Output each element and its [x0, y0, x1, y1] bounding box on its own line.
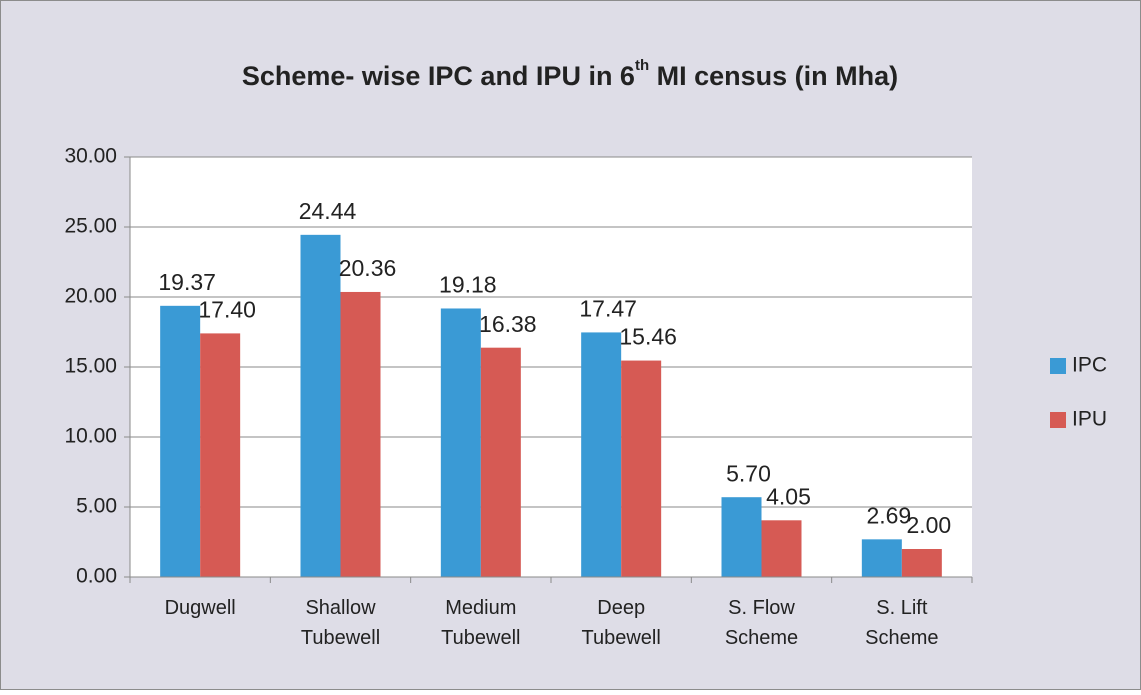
bar	[901, 549, 942, 577]
y-tick-label: 0.00	[76, 565, 117, 588]
x-tick-label: Deep Tubewell	[582, 597, 661, 649]
bar	[581, 332, 622, 577]
x-tick-label-line: S. Lift	[876, 597, 928, 619]
x-tick-label: Medium Tubewell	[441, 597, 520, 649]
x-tick-label-line: Deep	[597, 597, 645, 619]
data-label: 20.36	[339, 255, 397, 281]
data-label: 4.05	[766, 483, 811, 509]
bar	[300, 234, 341, 577]
data-label: 17.47	[579, 295, 637, 321]
data-label: 19.37	[158, 269, 216, 295]
x-tick-label: Shallow Tubewell	[301, 597, 380, 649]
x-tick-label: Dugwell	[165, 597, 236, 619]
data-label: 19.18	[439, 272, 497, 298]
x-tick-label-line: S. Flow	[728, 597, 795, 619]
x-tick-label-line: Tubewell	[441, 627, 520, 649]
x-tick-label-line: Medium	[445, 597, 516, 619]
x-tick-label-line: Tubewell	[582, 627, 661, 649]
bar	[440, 308, 481, 577]
x-tick-label-line: Tubewell	[301, 627, 380, 649]
legend-swatch	[1050, 358, 1066, 374]
y-tick-label: 25.00	[64, 215, 117, 238]
legend-swatch	[1050, 412, 1066, 428]
x-tick-label-line: Scheme	[865, 627, 938, 649]
legend-label: IPU	[1072, 408, 1107, 431]
data-label: 2.00	[906, 512, 951, 538]
bar	[480, 347, 521, 577]
title-part: Scheme- wise IPC and IPU in 6	[242, 61, 635, 91]
data-label: 17.40	[198, 296, 256, 322]
bar	[761, 520, 802, 577]
data-label: 16.38	[479, 311, 537, 337]
data-label: 5.70	[726, 460, 771, 486]
title-part: MI census (in Mha)	[649, 61, 898, 91]
bar	[340, 291, 381, 577]
bar	[621, 360, 662, 577]
y-tick-label: 15.00	[64, 355, 117, 378]
bar	[861, 539, 902, 577]
data-label: 24.44	[299, 198, 357, 224]
x-tick-label-line: Dugwell	[165, 597, 236, 619]
y-tick-label: 30.00	[64, 145, 117, 168]
y-tick-label: 20.00	[64, 285, 117, 308]
x-tick-label-line: Scheme	[725, 627, 798, 649]
bar	[721, 497, 762, 577]
x-tick-label: S. Lift Scheme	[865, 597, 938, 649]
y-tick-label: 10.00	[64, 425, 117, 448]
bar	[160, 305, 201, 577]
bar	[200, 333, 241, 577]
legend-label: IPC	[1072, 354, 1107, 377]
x-tick-label: S. Flow Scheme	[725, 597, 798, 649]
data-label: 2.69	[866, 502, 911, 528]
x-tick-label-line: Shallow	[305, 597, 376, 619]
y-tick-label: 5.00	[76, 495, 117, 518]
title-superscript: th	[635, 57, 649, 74]
data-label: 15.46	[619, 324, 677, 350]
chart-title: Scheme- wise IPC and IPU in 6th MI censu…	[242, 57, 898, 91]
